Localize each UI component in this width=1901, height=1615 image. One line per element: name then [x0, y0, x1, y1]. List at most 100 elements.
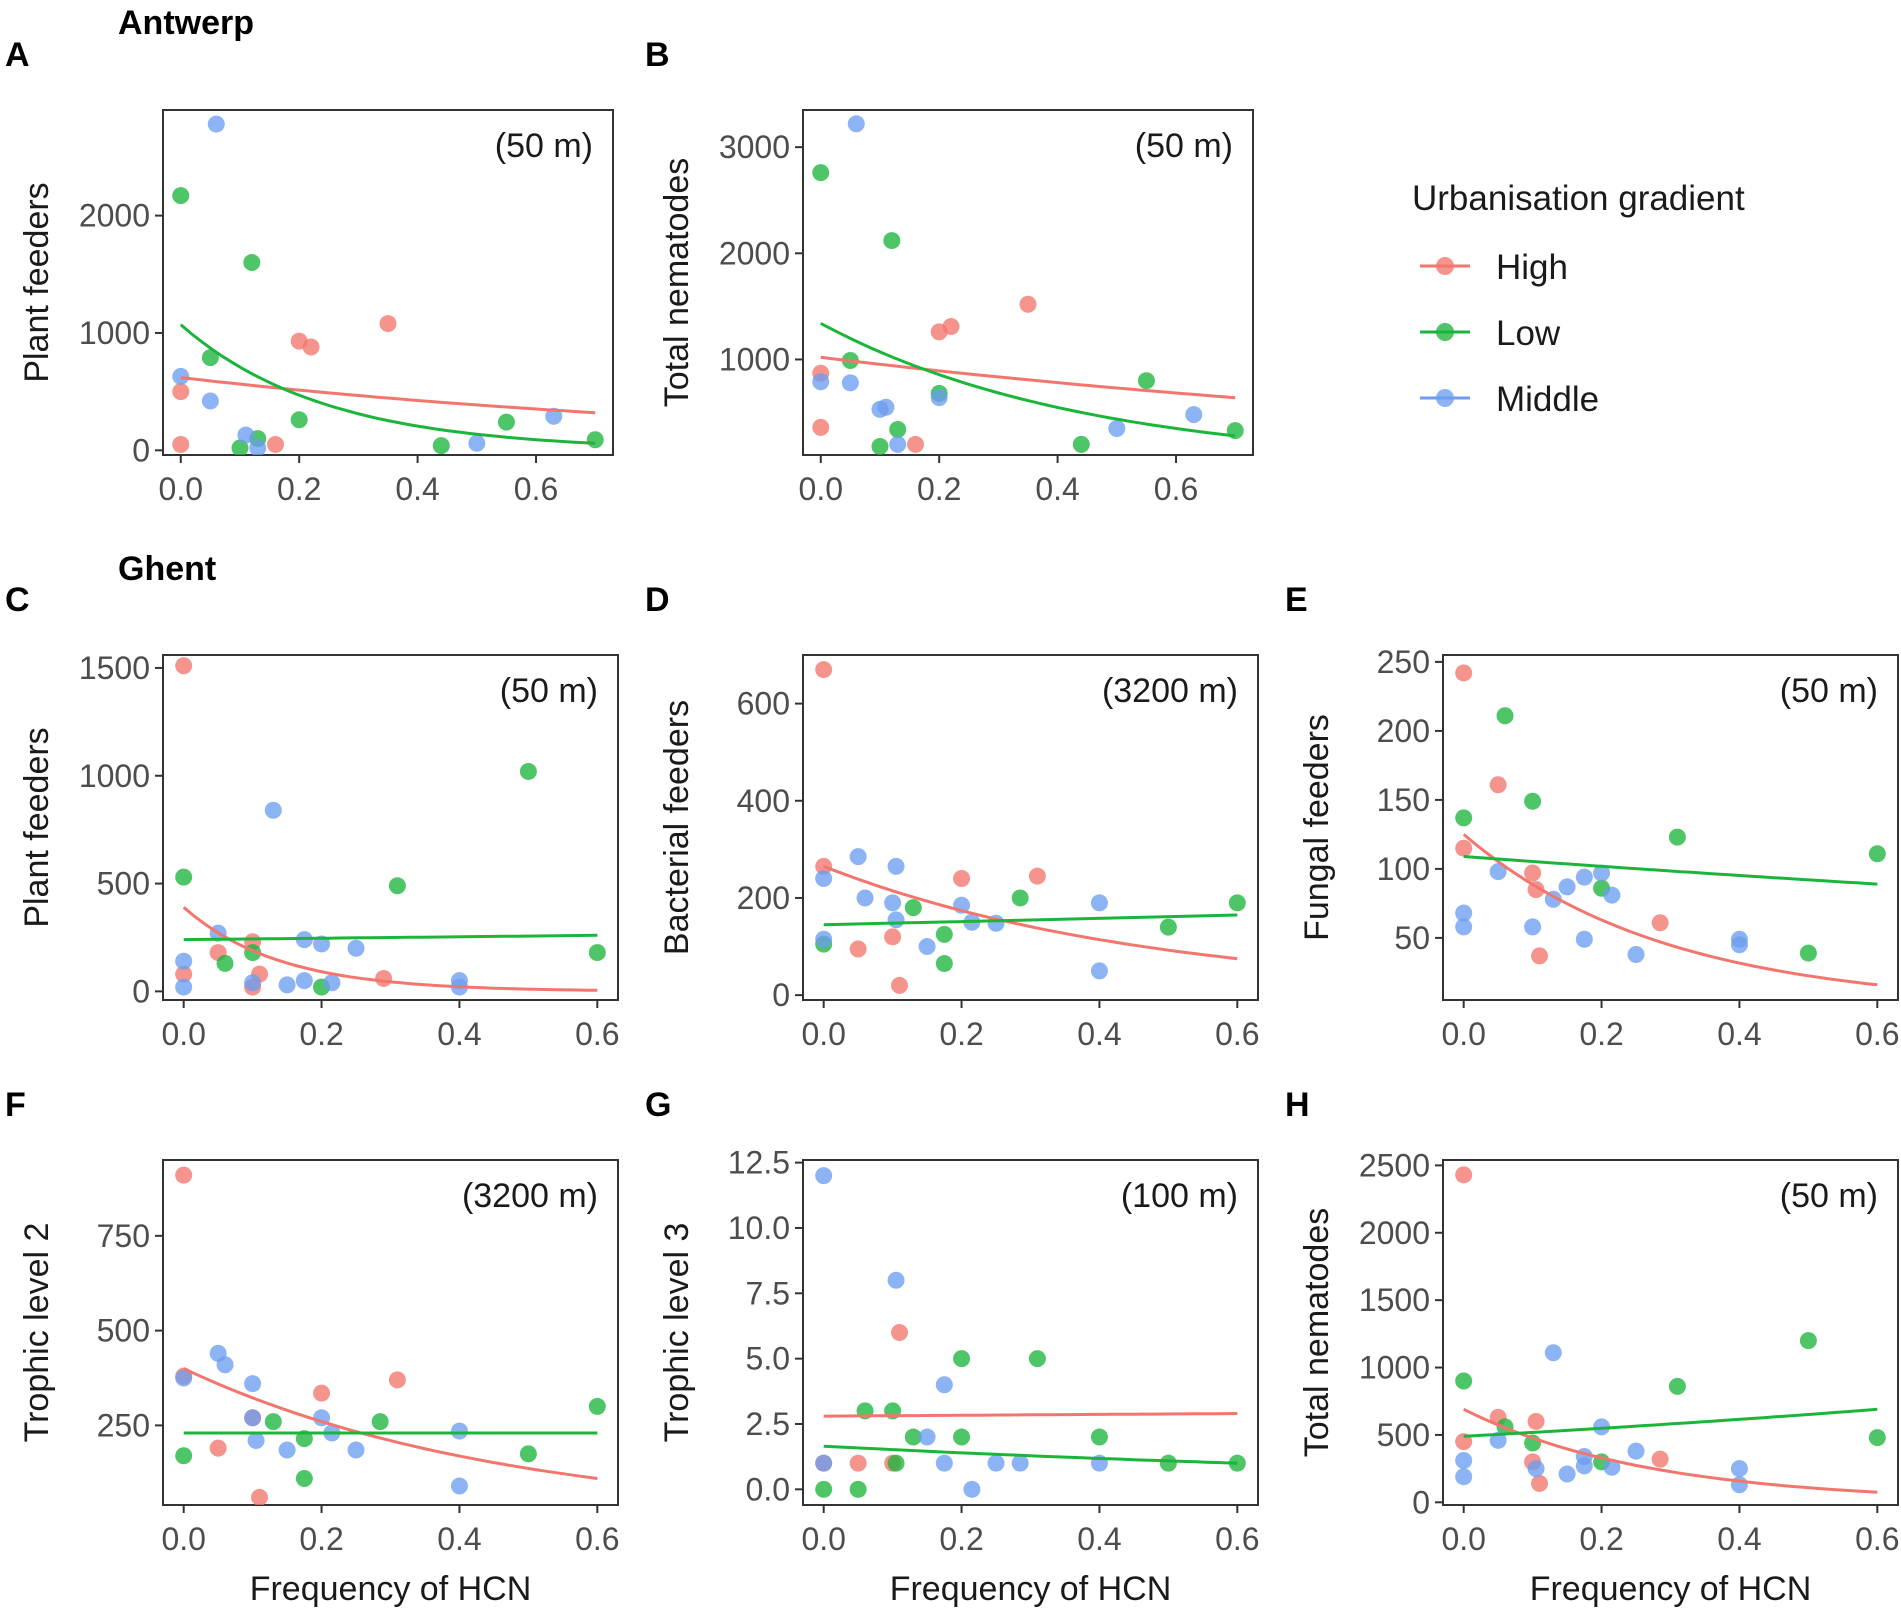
fit-line-low-d [823, 913, 1238, 927]
point-high-b [907, 435, 924, 453]
point-middle-h [1730, 1476, 1748, 1494]
point-middle-g [935, 1376, 953, 1394]
point-low-d [904, 899, 922, 917]
y-tick-label-a: 0 [132, 432, 150, 468]
x-tick-label-d: 0.0 [801, 1016, 845, 1052]
x-tick-label-h: 0.6 [1855, 1521, 1899, 1557]
point-middle-e [1455, 918, 1473, 936]
point-high-g [891, 1324, 909, 1341]
point-high-b [942, 318, 960, 336]
x-tick-label-f: 0.2 [299, 1521, 343, 1557]
y-tick-label-d: 0 [772, 977, 790, 1013]
point-middle-b [1185, 406, 1203, 424]
legend: Urbanisation gradient High Low Middle [1412, 179, 1745, 419]
point-low-f [519, 1445, 537, 1463]
x-tick-label-e: 0.2 [1579, 1016, 1623, 1052]
fit-line-high-b [820, 355, 1236, 400]
fit-line-high-g [823, 1412, 1238, 1418]
y-tick-label-a: 1000 [79, 315, 150, 351]
point-middle-a [249, 439, 267, 455]
point-high-f [313, 1384, 331, 1402]
point-high-h [1455, 1166, 1473, 1184]
point-middle-d [884, 894, 902, 912]
y-tick-label-d: 600 [737, 686, 790, 722]
panel-b: B 1000 2000 3000 0.0 0.2 0.4 0.6 Total nematodes… [645, 36, 1254, 507]
legend-title: Urbanisation gradient [1412, 179, 1745, 218]
point-middle-b [930, 389, 948, 407]
y-tick-label-g: 10.0 [728, 1210, 790, 1246]
point-middle-a [201, 392, 219, 410]
point-middle-a [468, 434, 486, 452]
point-low-b [812, 164, 830, 182]
point-high-a [172, 435, 190, 453]
point-low-c [175, 868, 193, 886]
point-middle-e [1455, 904, 1473, 922]
point-middle-c [295, 972, 313, 990]
point-middle-f [347, 1441, 365, 1459]
panel-letter-a: A [5, 36, 30, 74]
point-low-g [849, 1480, 867, 1498]
point-low-b [871, 438, 889, 455]
point-low-f [295, 1469, 313, 1487]
point-middle-c [244, 974, 262, 992]
point-middle-d [887, 857, 905, 875]
fit-line-high-d [823, 865, 1238, 961]
point-middle-h [1527, 1460, 1545, 1478]
y-axis-label-g: Trophic level 3 [658, 1223, 696, 1443]
point-low-d [1011, 889, 1029, 907]
point-high-b [1019, 295, 1037, 313]
point-low-e [1799, 944, 1817, 962]
panel-d: D 0 200 400 600 0.0 0.2 0.4 0.6 Bacterial feeders… [645, 581, 1260, 1052]
x-tick-label-a: 0.2 [277, 471, 321, 507]
point-low-a [290, 411, 308, 429]
x-tick-label-d: 0.6 [1215, 1016, 1259, 1052]
point-high-f [251, 1488, 269, 1505]
point-low-f [175, 1447, 193, 1465]
y-tick-label-c: 0 [132, 973, 150, 1009]
point-middle-b [1108, 419, 1126, 437]
x-tick-label-e: 0.6 [1855, 1016, 1899, 1052]
point-middle-e [1593, 864, 1611, 882]
point-low-g [1159, 1454, 1177, 1472]
point-middle-a [207, 115, 225, 133]
fit-line-low-h [1463, 1407, 1878, 1438]
x-tick-label-e: 0.4 [1717, 1016, 1761, 1052]
point-high-d [815, 857, 833, 875]
point-low-a [201, 349, 219, 367]
fit-line-low-e [1463, 855, 1878, 886]
y-axis-label-f: Trophic level 2 [18, 1223, 56, 1443]
point-middle-e [1524, 918, 1542, 936]
point-middle-b [841, 374, 859, 392]
y-tick-label-f: 500 [97, 1313, 150, 1349]
legend-label-low: Low [1496, 314, 1561, 353]
point-middle-h [1544, 1344, 1562, 1362]
y-tick-label-e: 150 [1377, 782, 1430, 818]
fit-line-high-a [180, 376, 596, 415]
point-middle-h [1730, 1460, 1748, 1478]
point-middle-a [237, 426, 255, 444]
y-tick-label-e: 100 [1377, 851, 1430, 887]
plot-area-e [1455, 664, 1886, 987]
y-tick-label-a: 2000 [79, 198, 150, 234]
y-tick-label-e: 250 [1377, 644, 1430, 680]
point-low-f [588, 1397, 606, 1415]
point-low-f [264, 1413, 282, 1431]
point-middle-g [815, 1167, 833, 1185]
y-tick-label-d: 200 [737, 880, 790, 916]
point-low-g [1090, 1428, 1108, 1446]
point-low-d [935, 955, 953, 973]
point-high-d [1028, 867, 1046, 885]
scale-label-e: (50 m) [1780, 672, 1878, 710]
scale-label-c: (50 m) [500, 672, 598, 710]
point-middle-f [175, 1369, 193, 1387]
point-low-e [1868, 845, 1886, 863]
plot-frame-d [802, 654, 1259, 1001]
point-middle-e [1627, 945, 1645, 963]
point-high-e [1651, 914, 1669, 932]
y-tick-label-h: 1500 [1359, 1282, 1430, 1318]
point-high-d [884, 928, 902, 946]
panel-g: G 0.0 2.5 5.0 7.5 10.0 12.5 0.0 0.2 0.4 0.6 Trophic… [645, 1086, 1260, 1608]
plot-area-g [815, 1167, 1246, 1498]
fit-line-low-a [179, 323, 596, 445]
